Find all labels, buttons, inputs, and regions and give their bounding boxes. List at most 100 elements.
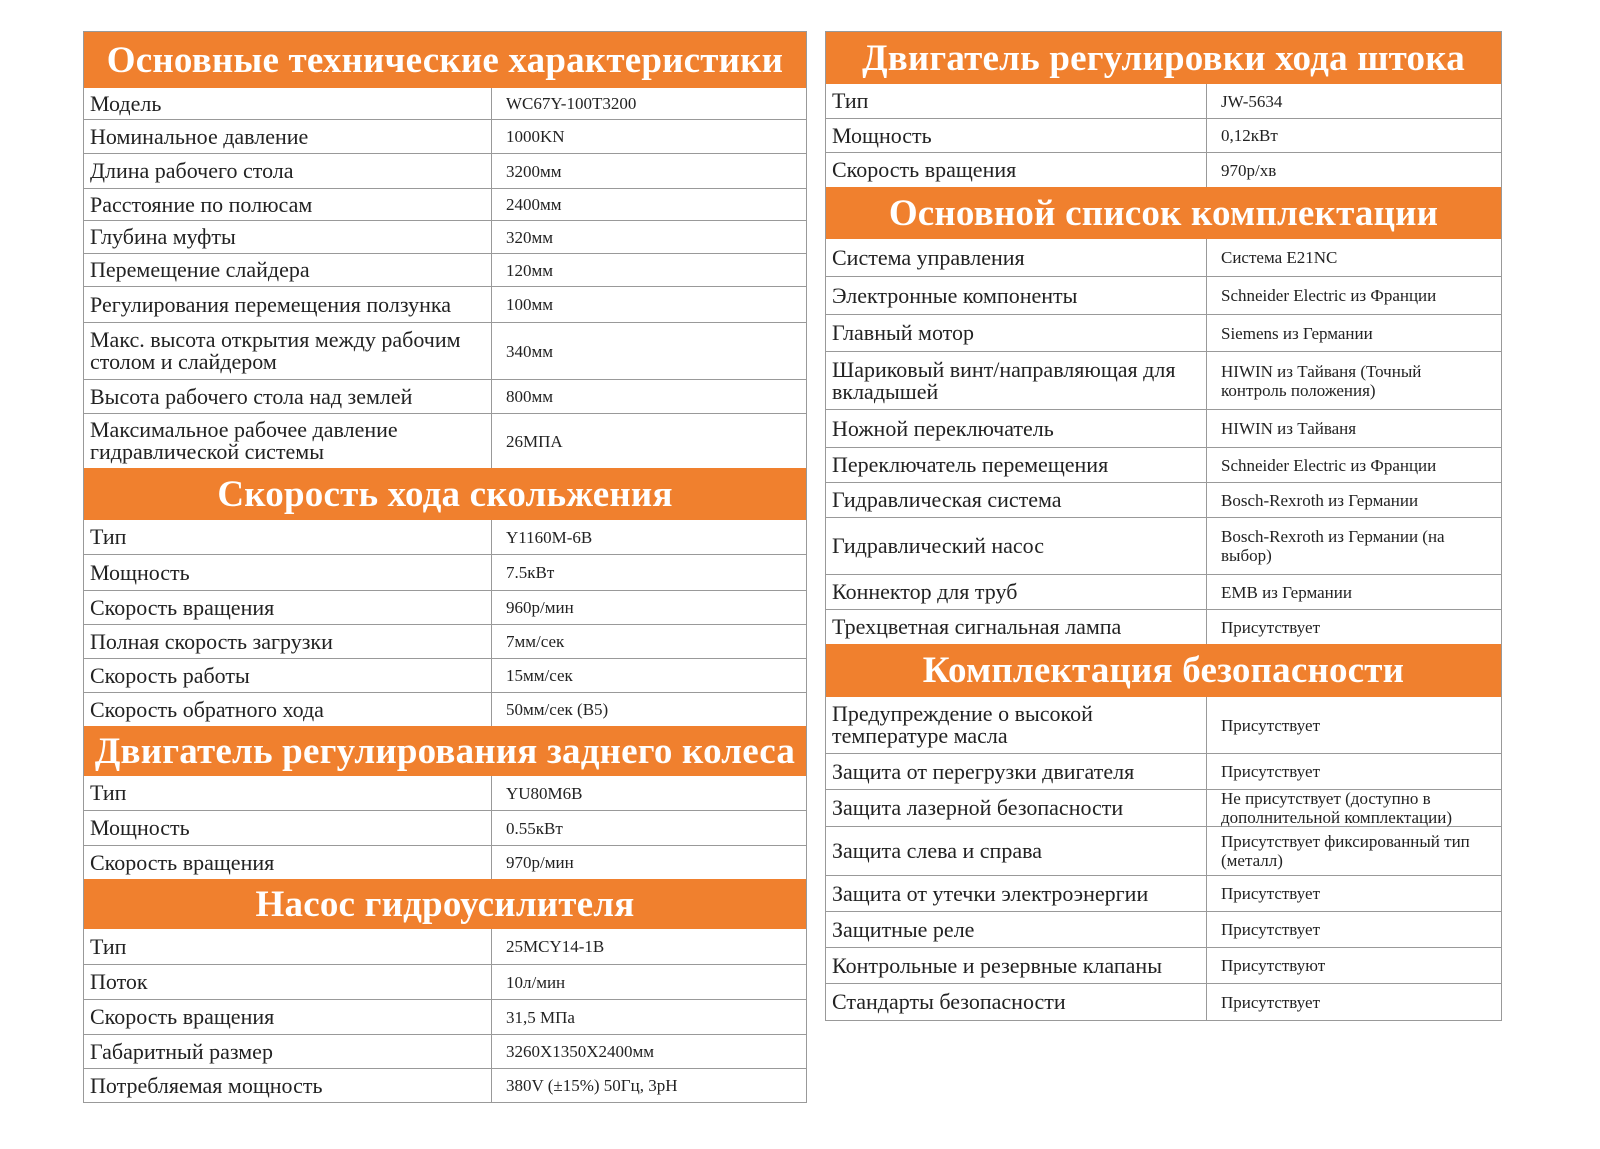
section-header: Двигатель регулировки хода штока xyxy=(826,32,1501,84)
row-label: Поток xyxy=(84,965,492,999)
row-value: 100мм xyxy=(506,295,554,314)
row-value: Присутствует xyxy=(1221,920,1321,939)
row-label: Модель xyxy=(84,88,492,119)
row-label: Расстояние по полюсам xyxy=(84,189,492,220)
row-label: Трехцветная сигнальная лампа xyxy=(826,610,1207,644)
row-label: Мощность xyxy=(84,811,492,845)
section-header: Насос гидроусилителя xyxy=(84,879,806,929)
table-row: Защита лазерной безопасности Не присутств… xyxy=(826,789,1501,827)
row-value: Siemens из Германии xyxy=(1221,323,1373,343)
row-value: 26МПА xyxy=(506,431,563,451)
row-label: Полная скорость загрузки xyxy=(84,625,492,658)
table-row: Перемещение слайдера 120мм xyxy=(84,253,806,286)
row-label: Габаритный размер xyxy=(84,1035,492,1068)
row-label: Скорость обратного хода xyxy=(84,693,492,726)
table-row: Скорость вращения 960р/мин xyxy=(84,590,806,624)
row-label: Высота рабочего стола над землей xyxy=(84,380,492,413)
row-value: Bosch-Rexroth из Германии (на выбор) xyxy=(1221,527,1445,565)
row-label: Коннектор для труб xyxy=(826,575,1207,609)
row-value: EMB из Германии xyxy=(1221,582,1352,602)
left-spec-table: Основные технические характеристики Модел… xyxy=(83,31,807,1103)
table-row: Длина рабочего стола 3200мм xyxy=(84,153,806,188)
row-value: 970р/мин xyxy=(506,853,574,872)
table-row: Шариковый винт/направляющая для вкладыше… xyxy=(826,351,1501,409)
table-row: Тип JW-5634 xyxy=(826,84,1501,118)
right-spec-table: Двигатель регулировки хода штока Тип JW-56… xyxy=(825,31,1502,1021)
row-label: Скорость вращения xyxy=(84,846,492,879)
row-label: Предупреждение о высокой температуре мас… xyxy=(826,697,1207,753)
row-value: HIWIN из Тайваня xyxy=(1221,419,1357,438)
table-row: Максимальное рабочее давление гидравличе… xyxy=(84,413,806,468)
row-label: Мощность xyxy=(84,555,492,590)
row-value: Schneider Electric из Франции xyxy=(1221,286,1437,305)
table-row: Гидравлическая система Bosch-Rexroth из Г… xyxy=(826,482,1501,517)
table-row: Скорость вращения 31,5 МПа xyxy=(84,999,806,1034)
row-label: Перемещение слайдера xyxy=(84,254,492,286)
row-value: Y1160M-6B xyxy=(506,527,593,547)
row-value: 960р/мин xyxy=(506,598,574,617)
row-label: Скорость вращения xyxy=(84,591,492,624)
row-label: Система управления xyxy=(826,239,1207,276)
row-label: Скорость вращения xyxy=(826,153,1207,187)
row-value: 15мм/сек xyxy=(506,666,573,685)
row-value: 0,12кВт xyxy=(1221,126,1278,145)
table-row: Регулирования перемещения ползунка 100мм xyxy=(84,286,806,322)
table-row: Защита от перегрузки двигателя Присутству… xyxy=(826,753,1501,789)
row-value: Присутствует xyxy=(1221,992,1321,1012)
row-value: HIWIN из Тайваня (Точный контроль положе… xyxy=(1221,361,1422,400)
table-row: Расстояние по полюсам 2400мм xyxy=(84,188,806,220)
row-value: 3200мм xyxy=(506,161,562,181)
row-value: Bosch-Rexroth из Германии xyxy=(1221,490,1419,510)
row-value: 7мм/сек xyxy=(506,632,565,651)
row-label: Защита от утечки электроэнергии xyxy=(826,876,1207,911)
section-header: Основные технические характеристики xyxy=(84,32,806,88)
row-label: Гидравлическая система xyxy=(826,483,1207,517)
row-label: Контрольные и резервные клапаны xyxy=(826,948,1207,983)
table-row: Номинальное давление 1000KN xyxy=(84,119,806,153)
table-row: Глубина муфты 320мм xyxy=(84,220,806,253)
row-value: 7.5кВт xyxy=(506,563,555,582)
table-row: Тип 25MCY14-1B xyxy=(84,929,806,964)
row-label: Длина рабочего стола xyxy=(84,154,492,188)
table-row: Тип Y1160M-6B xyxy=(84,520,806,554)
row-value: Присутствует xyxy=(1221,762,1321,781)
table-row: Защитные реле Присутствует xyxy=(826,911,1501,947)
row-value: WC67Y-100T3200 xyxy=(506,94,637,113)
row-value: YU80M6B xyxy=(506,783,583,803)
row-label: Мощность xyxy=(826,119,1207,152)
row-label: Электронные компоненты xyxy=(826,277,1207,314)
row-value: 340мм xyxy=(506,341,554,361)
row-value: 2400мм xyxy=(506,195,562,214)
row-value: Присутствует xyxy=(1221,715,1321,735)
section-header: Двигатель регулирования заднего колеса xyxy=(84,726,806,776)
section-header: Комплектация безопасности xyxy=(826,644,1501,697)
table-row: Модель WC67Y-100T3200 xyxy=(84,88,806,119)
row-label: Стандарты безопасности xyxy=(826,984,1207,1020)
row-label: Ножной переключатель xyxy=(826,410,1207,447)
row-value: Присутствуют xyxy=(1221,956,1326,975)
row-value: Присутствует xyxy=(1221,884,1321,903)
section-header: Основной список комплектации xyxy=(826,187,1501,239)
table-row: Защита слева и справа Присутствует фиксир… xyxy=(826,826,1501,875)
table-row: Скорость вращения 970р/хв xyxy=(826,152,1501,187)
table-row: Трехцветная сигнальная лампа Присутствует xyxy=(826,609,1501,644)
table-row: Мощность 0.55кВт xyxy=(84,810,806,845)
row-label: Шариковый винт/направляющая для вкладыше… xyxy=(826,352,1207,409)
table-row: Контрольные и резервные клапаны Присутств… xyxy=(826,947,1501,983)
row-value: Не присутствует (доступно в дополнительн… xyxy=(1221,789,1452,827)
row-label: Максимальное рабочее давление гидравличе… xyxy=(84,414,492,468)
row-label: Потребляемая мощность xyxy=(84,1069,492,1102)
row-value: 1000KN xyxy=(506,127,565,146)
table-row: Скорость обратного хода 50мм/сек (B5) xyxy=(84,692,806,726)
table-row: Скорость вращения 970р/мин xyxy=(84,845,806,879)
table-row: Габаритный размер 3260X1350X2400мм xyxy=(84,1034,806,1068)
table-row: Ножной переключатель HIWIN из Тайваня xyxy=(826,409,1501,447)
table-row: Главный мотор Siemens из Германии xyxy=(826,314,1501,351)
row-value: 25MCY14-1B xyxy=(506,937,605,956)
row-label: Тип xyxy=(84,776,492,810)
table-row: Гидравлический насос Bosch-Rexroth из Гер… xyxy=(826,517,1501,574)
row-label: Переключатель перемещения xyxy=(826,448,1207,482)
row-value: 31,5 МПа xyxy=(506,1007,575,1027)
table-row: Скорость работы 15мм/сек xyxy=(84,658,806,692)
table-row: Мощность 7.5кВт xyxy=(84,554,806,590)
